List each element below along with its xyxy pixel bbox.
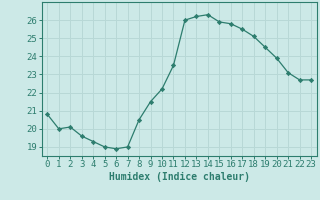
X-axis label: Humidex (Indice chaleur): Humidex (Indice chaleur) [109,172,250,182]
